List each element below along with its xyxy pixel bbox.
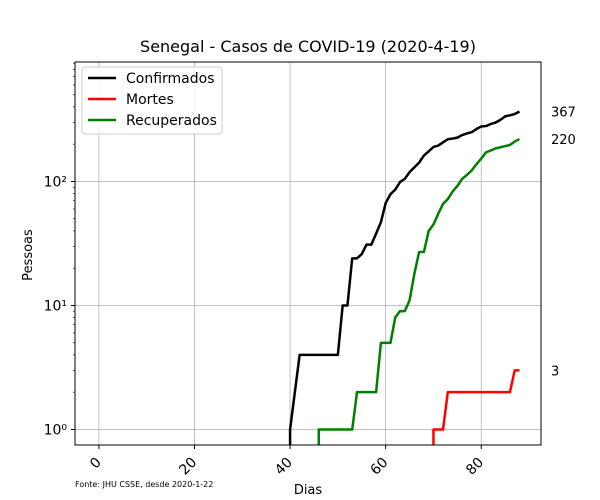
end-label-recuperados: 220: [551, 133, 576, 148]
legend-label-mortes: Mortes: [126, 92, 174, 108]
legend: Confirmados Mortes Recuperados: [81, 66, 223, 135]
y-axis-label: Pessoas: [21, 229, 36, 281]
x-tick-label: 0: [87, 455, 105, 473]
source-note: Fonte: JHU CSSE, desde 2020-1-22: [75, 480, 213, 489]
x-axis-label: Dias: [294, 483, 323, 498]
plot-frame: [74, 61, 542, 446]
end-label-mortes: 3: [551, 364, 559, 379]
series-lines: [288, 110, 521, 445]
x-tick-label: 60: [368, 455, 392, 479]
legend-label-recuperados: Recuperados: [126, 113, 217, 129]
x-tick-label: 40: [272, 455, 296, 479]
chart-title: Senegal - Casos de COVID-19 (2020-4-19): [140, 37, 476, 56]
y-tick-label: 10²: [44, 175, 67, 191]
legend-label-confirmados: Confirmados: [126, 71, 215, 87]
legend-box: [81, 66, 223, 135]
series-line-mortes: [432, 369, 520, 445]
x-tick-label: 80: [463, 455, 487, 479]
y-tick-label: 10⁰: [44, 423, 68, 439]
end-labels: 367 3 220: [551, 105, 576, 379]
y-tick-label: 10¹: [44, 299, 67, 315]
series-line-confirmados: [288, 110, 521, 445]
x-tick-label: 20: [176, 455, 200, 479]
end-label-confirmados: 367: [551, 105, 576, 120]
series-line-recuperados: [317, 137, 521, 445]
